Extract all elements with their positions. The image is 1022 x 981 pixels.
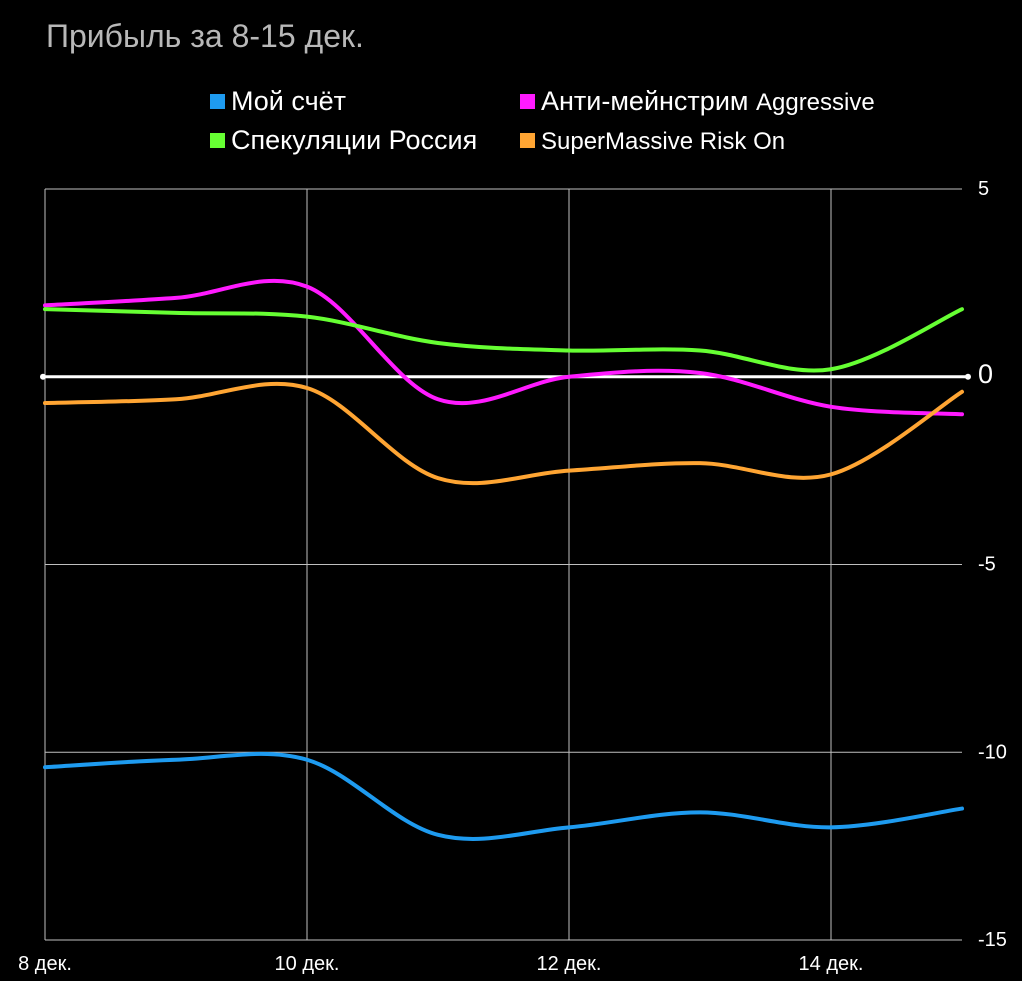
y-tick-label: 0 bbox=[978, 359, 993, 389]
legend-label-suffix: Aggressive bbox=[755, 89, 875, 116]
legend-label-main: Анти-мейнстрим bbox=[541, 86, 749, 116]
legend-item-speculation-russia[interactable]: Спекуляции Россия bbox=[210, 125, 477, 156]
legend: Мой счёт Анти-мейнстрим Aggressive Спеку… bbox=[210, 86, 970, 166]
x-tick-label: 10 дек. bbox=[275, 953, 340, 975]
legend-label: Мой счёт bbox=[231, 86, 347, 116]
chart-title: Прибыль за 8-15 дек. bbox=[46, 18, 364, 54]
legend-item-my-account[interactable]: Мой счёт bbox=[210, 86, 346, 117]
legend-label: SuperMassive Risk On bbox=[541, 125, 785, 156]
x-tick-label: 12 дек. bbox=[537, 953, 602, 975]
legend-swatch bbox=[520, 94, 535, 109]
legend-label-text: SuperMassive Risk On bbox=[541, 128, 786, 155]
legend-label: Спекуляции Россия bbox=[231, 125, 478, 155]
series-line-my-account bbox=[43, 751, 964, 841]
x-tick-label: 14 дек. bbox=[799, 953, 864, 975]
legend-label: Анти-мейнстрим Aggressive bbox=[541, 86, 875, 117]
y-tick-label: 5 bbox=[978, 178, 989, 200]
series-line-speculation-russia bbox=[43, 307, 964, 373]
zero-line-end-marker bbox=[965, 373, 971, 380]
series-line-anti-mainstream bbox=[43, 278, 964, 417]
legend-item-anti-mainstream[interactable]: Анти-мейнстрим Aggressive bbox=[520, 86, 875, 117]
legend-swatch bbox=[520, 133, 535, 148]
legend-swatch bbox=[210, 94, 225, 109]
legend-item-supermassive[interactable]: SuperMassive Risk On bbox=[520, 125, 785, 156]
legend-swatch bbox=[210, 133, 225, 148]
y-tick-label: -5 bbox=[978, 554, 996, 576]
x-tick-label: 8 дек. bbox=[18, 953, 72, 975]
series-line-supermassive bbox=[43, 381, 964, 486]
y-tick-label: -10 bbox=[978, 741, 1007, 763]
zero-line-start-marker bbox=[40, 373, 46, 380]
y-tick-label: -15 bbox=[978, 929, 1007, 951]
